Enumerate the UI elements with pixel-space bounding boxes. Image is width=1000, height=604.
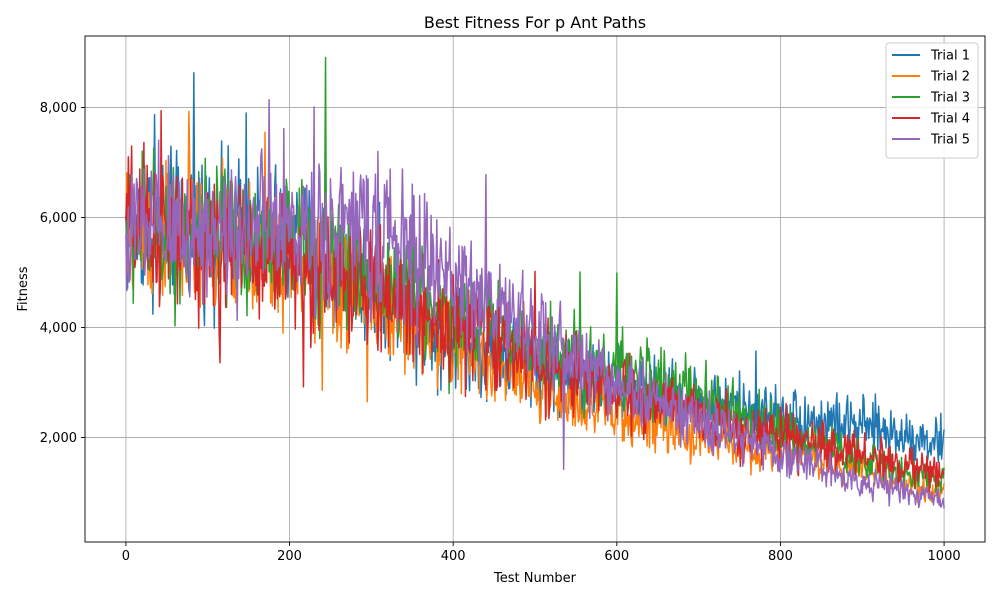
ticks: 0 200 400 600 800 1000 2,000 4,000 6,000 8,000 [40, 101, 961, 564]
series-line-trial-5 [125, 99, 945, 509]
x-tick-label: 1000 [928, 549, 961, 564]
y-tick-label: 8,000 [40, 101, 77, 116]
x-tick-label: 200 [277, 549, 302, 564]
x-tick-label: 800 [768, 549, 793, 564]
plot-frame [84, 35, 986, 543]
x-tick-label: 0 [122, 549, 130, 564]
legend-box [885, 42, 979, 159]
legend: Trial 1 Trial 2 Trial 3 Trial 4 Trial 5 [885, 42, 979, 159]
chart-title: Best Fitness For p Ant Paths [424, 13, 646, 32]
legend-label: Trial 2 [930, 70, 970, 85]
y-axis-label: Fitness [16, 266, 31, 311]
series-layer [125, 56, 945, 509]
x-tick-label: 600 [604, 549, 629, 564]
x-axis-label: Test Number [493, 571, 577, 586]
y-tick-label: 2,000 [40, 431, 77, 446]
x-tick-label: 400 [441, 549, 466, 564]
legend-label: Trial 5 [930, 133, 970, 148]
legend-label: Trial 1 [930, 49, 970, 64]
y-tick-label: 4,000 [40, 321, 77, 336]
y-tick-label: 6,000 [40, 211, 77, 226]
legend-label: Trial 4 [930, 112, 970, 127]
series-line-trial-4 [125, 110, 945, 493]
legend-label: Trial 3 [930, 91, 970, 106]
